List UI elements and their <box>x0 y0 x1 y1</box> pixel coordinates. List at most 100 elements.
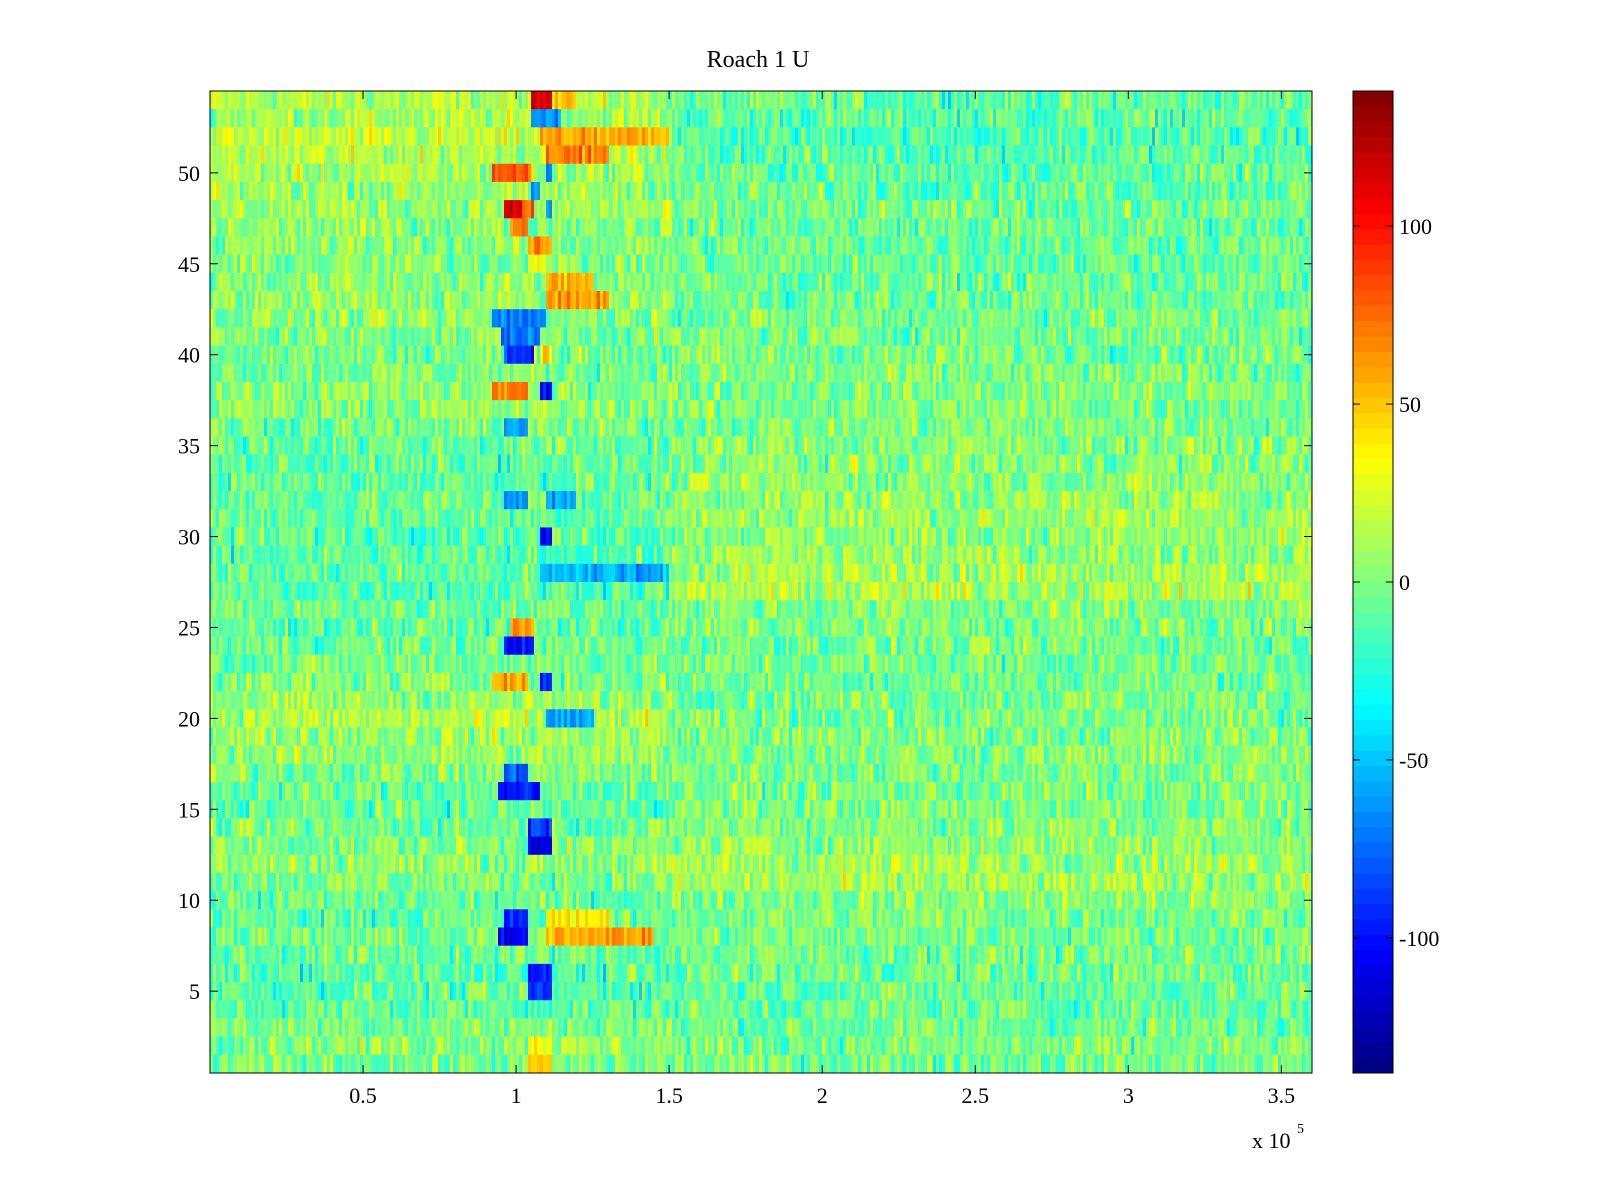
heatmap-cell <box>306 218 310 238</box>
heatmap-cell <box>861 272 865 292</box>
heatmap-cell <box>312 218 316 238</box>
heatmap-cell <box>402 254 406 274</box>
heatmap-cell <box>786 200 790 219</box>
heatmap-cell <box>519 236 523 256</box>
heatmap-cell <box>438 109 442 128</box>
heatmap-cell <box>210 218 214 238</box>
heatmap-cell <box>522 145 526 165</box>
heatmap-cell <box>342 145 346 165</box>
heatmap-cell <box>1026 236 1030 256</box>
heatmap-cell <box>375 181 379 201</box>
heatmap-cell <box>1281 200 1285 219</box>
heatmap-cell <box>825 254 829 274</box>
heatmap-cell <box>591 109 595 128</box>
heatmap-cell <box>483 200 487 219</box>
heatmap-cell <box>363 200 367 219</box>
heatmap-cell <box>1263 109 1267 128</box>
heatmap-cell <box>405 163 409 183</box>
heatmap-cell <box>339 127 343 147</box>
heatmap-cell <box>642 127 646 147</box>
heatmap-cell <box>276 200 280 219</box>
heatmap-cell <box>1047 236 1051 256</box>
heatmap-cell <box>1080 91 1084 110</box>
heatmap-cell <box>432 91 436 110</box>
heatmap-cell <box>1104 163 1108 183</box>
heatmap-cell <box>708 91 712 110</box>
heatmap-cell <box>321 163 325 183</box>
heatmap-cell <box>354 200 358 219</box>
heatmap-cell <box>1290 109 1294 128</box>
heatmap-cell <box>1221 272 1225 292</box>
heatmap-cell <box>357 109 361 128</box>
heatmap-cell <box>651 109 655 128</box>
heatmap-row <box>210 163 1312 183</box>
heatmap-cell <box>1080 181 1084 201</box>
heatmap-cell <box>825 145 829 165</box>
heatmap-cell <box>240 218 244 238</box>
heatmap-cell <box>786 254 790 274</box>
heatmap-cell <box>510 145 514 165</box>
heatmap-cell <box>1197 254 1201 274</box>
heatmap-cell <box>1242 254 1246 274</box>
heatmap-cell <box>726 181 730 201</box>
heatmap-cell <box>1176 163 1180 183</box>
heatmap-cell <box>264 236 268 256</box>
heatmap-cell <box>516 236 520 256</box>
heatmap-cell <box>576 254 580 274</box>
heatmap-cell <box>933 145 937 165</box>
heatmap-cell <box>246 163 250 183</box>
heatmap-cell <box>813 91 817 110</box>
heatmap-cell <box>432 291 436 310</box>
heatmap-cell <box>993 181 997 201</box>
heatmap-cell <box>702 109 706 128</box>
heatmap-cell <box>573 272 577 292</box>
heatmap-cell <box>1086 145 1090 165</box>
heatmap-cell <box>972 254 976 274</box>
heatmap-cell <box>408 127 412 147</box>
heatmap-cell <box>876 254 880 274</box>
heatmap-cell <box>1077 181 1081 201</box>
heatmap-cell <box>564 254 568 274</box>
heatmap-cell <box>471 91 475 110</box>
heatmap-cell <box>276 163 280 183</box>
heatmap-cell <box>1269 145 1273 165</box>
heatmap-cell <box>429 272 433 292</box>
heatmap-cell <box>450 127 454 147</box>
heatmap-cell <box>624 218 628 238</box>
heatmap-cell <box>759 181 763 201</box>
heatmap-cell <box>240 163 244 183</box>
heatmap-cell <box>606 109 610 128</box>
heatmap-cell <box>1068 91 1072 110</box>
heatmap-cell <box>1077 218 1081 238</box>
heatmap-cell <box>456 181 460 201</box>
heatmap-cell <box>798 272 802 292</box>
heatmap-cell <box>837 91 841 110</box>
heatmap-cell <box>975 91 979 110</box>
heatmap-cell <box>819 181 823 201</box>
heatmap-cell <box>723 236 727 256</box>
heatmap-cell <box>441 163 445 183</box>
heatmap-cell <box>399 236 403 256</box>
heatmap-cell <box>957 218 961 238</box>
heatmap-cell <box>936 181 940 201</box>
heatmap-cell <box>468 109 472 128</box>
heatmap-cell <box>1050 163 1054 183</box>
heatmap-cell <box>969 272 973 292</box>
heatmap-cell <box>1077 145 1081 165</box>
heatmap-cell <box>387 127 391 147</box>
heatmap-cell <box>564 127 568 147</box>
heatmap-cell <box>459 163 463 183</box>
heatmap-cell <box>459 200 463 219</box>
heatmap-cell <box>216 291 220 310</box>
heatmap-cell <box>1119 254 1123 274</box>
heatmap-cell <box>1116 181 1120 201</box>
heatmap-cell <box>915 109 919 128</box>
heatmap-cell <box>1047 163 1051 183</box>
heatmap-cell <box>372 272 376 292</box>
heatmap-cell <box>972 200 976 219</box>
heatmap-cell <box>534 236 538 256</box>
heatmap-cell <box>363 91 367 110</box>
heatmap-cell <box>222 236 226 256</box>
heatmap-cell <box>996 163 1000 183</box>
